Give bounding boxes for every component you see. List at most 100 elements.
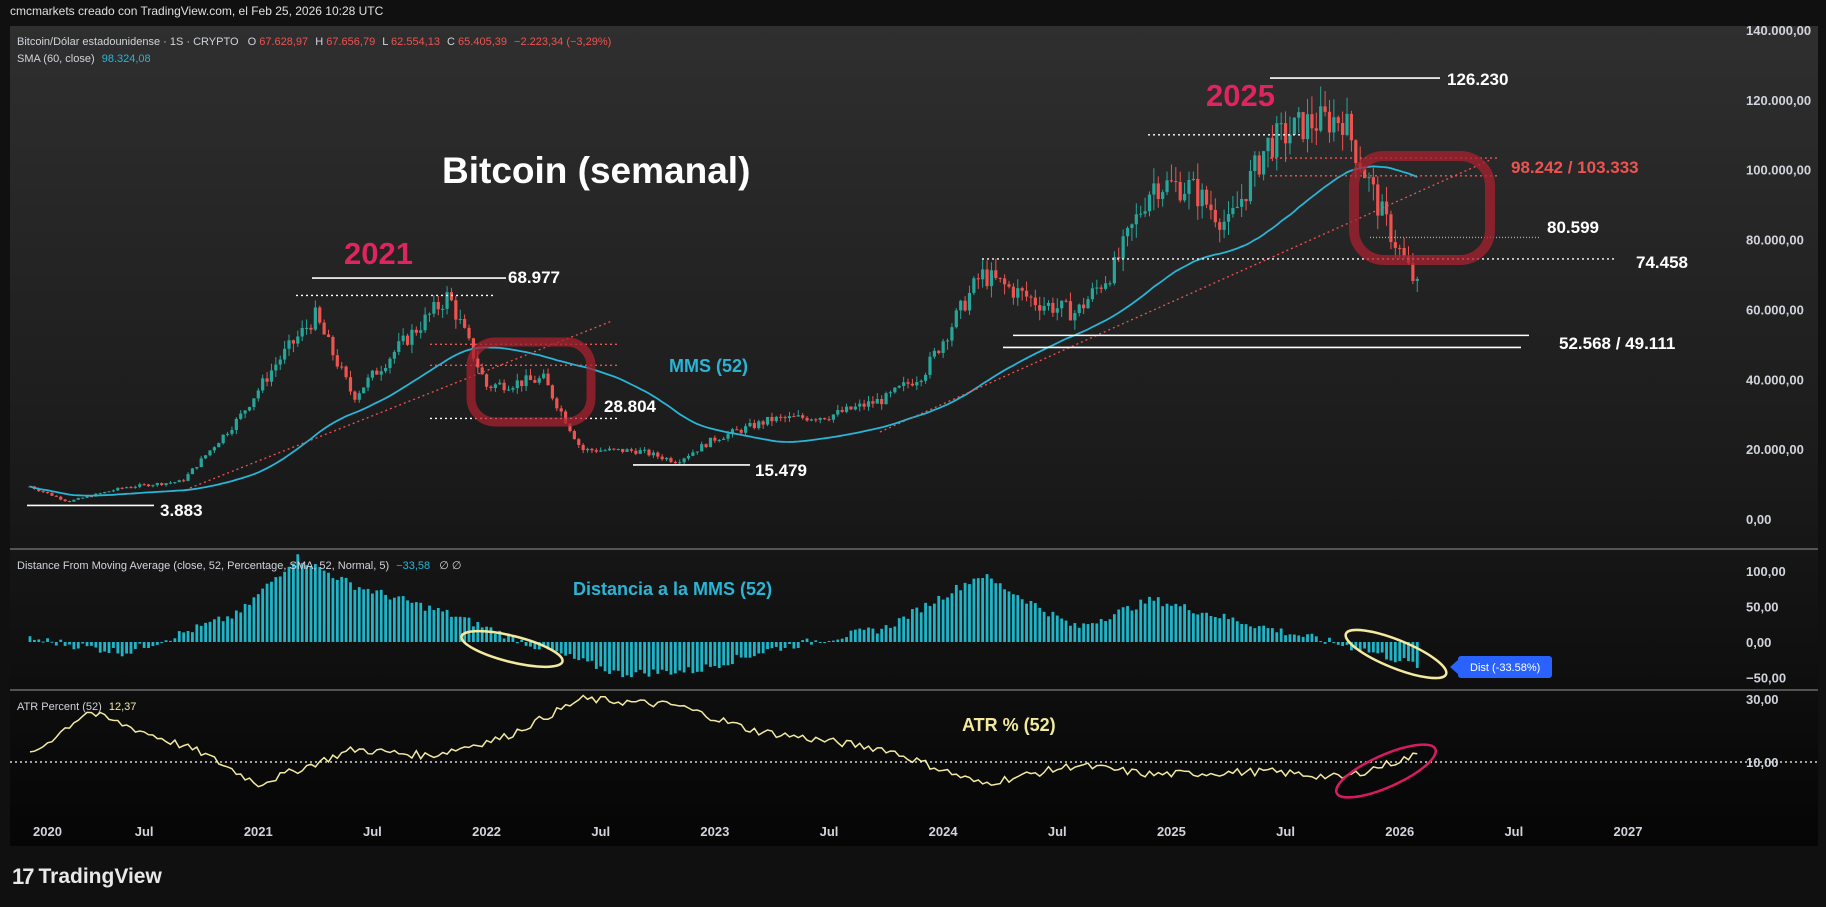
distance-bar: [968, 584, 971, 642]
distance-bar: [388, 599, 392, 642]
candle: [844, 406, 849, 412]
distance-bar: [177, 631, 181, 642]
candle: [660, 456, 664, 460]
distance-bar: [85, 642, 89, 647]
distance-bar: [221, 621, 225, 642]
distance-bar: [919, 612, 923, 642]
highlight-2022-box: [466, 337, 596, 427]
distance-bar: [68, 642, 71, 645]
time-tick-label: Jul: [1504, 824, 1523, 839]
time-tick-label: Jul: [363, 824, 382, 839]
candle: [559, 408, 563, 412]
candle: [686, 455, 691, 459]
candle: [884, 393, 888, 405]
candle: [1169, 180, 1174, 182]
distance-bar: [248, 604, 251, 642]
distance-bar: [981, 578, 985, 642]
distance-bar: [660, 642, 664, 670]
candle: [1226, 214, 1231, 222]
legend-atr-value: 12,37: [109, 701, 137, 713]
distance-bars-group: [28, 554, 1419, 678]
legend-o-label: O: [248, 36, 257, 48]
candle: [1046, 302, 1051, 306]
candle: [743, 426, 748, 433]
distance-bar: [950, 593, 954, 642]
distance-bar: [142, 642, 146, 648]
distance-bar: [1086, 624, 1090, 642]
distance-bar: [814, 640, 818, 642]
candle: [599, 450, 603, 452]
distance-bar: [1161, 606, 1165, 642]
candle: [511, 388, 515, 390]
candle: [1174, 181, 1178, 183]
candle: [340, 366, 344, 368]
distance-bar: [322, 570, 326, 642]
distance-bar: [423, 610, 427, 642]
distance-bar: [1389, 642, 1393, 661]
candle: [792, 416, 796, 418]
distance-bar: [1222, 613, 1226, 642]
candle: [335, 355, 339, 367]
candle: [221, 434, 225, 444]
distance-bar: [507, 633, 510, 642]
distance-bar: [1415, 642, 1419, 668]
candle: [142, 484, 146, 486]
candle: [1213, 209, 1217, 223]
candle: [480, 367, 484, 375]
candle: [247, 407, 252, 411]
distance-bar: [599, 642, 603, 667]
distance-bar: [502, 638, 506, 642]
level-98242-label: 98.242 / 103.333: [1511, 158, 1639, 177]
candle: [1341, 123, 1345, 135]
candle: [107, 491, 111, 493]
distance-bar: [182, 632, 186, 642]
distance-bar: [524, 642, 528, 646]
candle: [928, 356, 932, 375]
distance-bar: [204, 622, 208, 642]
candle: [577, 439, 581, 446]
legend-sma-label: SMA (60, close): [17, 53, 95, 65]
candle: [265, 378, 269, 382]
distance-bar: [827, 640, 831, 642]
distance-bar: [327, 572, 330, 642]
candle: [401, 335, 405, 342]
distance-bar: [1323, 642, 1327, 644]
distance-bar: [555, 642, 559, 652]
legend-l-value: 62.554,13: [391, 36, 440, 48]
candle: [291, 340, 296, 344]
candle: [45, 491, 50, 494]
distance-bar: [818, 642, 822, 643]
distance-bar: [1402, 642, 1406, 659]
candle: [814, 419, 818, 421]
distance-bar: [340, 576, 344, 642]
distance-bar: [445, 609, 449, 642]
distance-bar: [1231, 617, 1235, 642]
distance-bar: [687, 642, 690, 668]
candle: [1262, 151, 1266, 175]
candle: [722, 438, 726, 440]
distance-bar: [1139, 599, 1143, 642]
candle: [1275, 123, 1279, 158]
distance-bar: [911, 609, 914, 642]
trendline-2021: [189, 320, 613, 489]
distance-bar: [1191, 613, 1195, 642]
candle: [555, 398, 559, 409]
legend-atr-label: ATR Percent (52): [17, 701, 102, 713]
dist-title: Distancia a la MMS (52): [573, 579, 772, 599]
tradingview-logo[interactable]: 17 TradingView: [12, 864, 162, 890]
distance-bar: [265, 583, 269, 642]
distance-bar: [454, 616, 458, 642]
candle: [902, 382, 906, 386]
distance-bar: [586, 642, 589, 662]
distance-bar: [313, 563, 317, 642]
distance-bar: [704, 642, 708, 665]
candle: [41, 491, 45, 493]
distance-bar: [884, 625, 888, 642]
distance-bar: [941, 599, 945, 642]
candle: [761, 421, 765, 425]
candle: [146, 484, 151, 487]
tradingview-wordmark: TradingView: [38, 865, 162, 888]
distance-bar: [1112, 614, 1116, 642]
level-74458-label: 74.458: [1636, 253, 1688, 272]
